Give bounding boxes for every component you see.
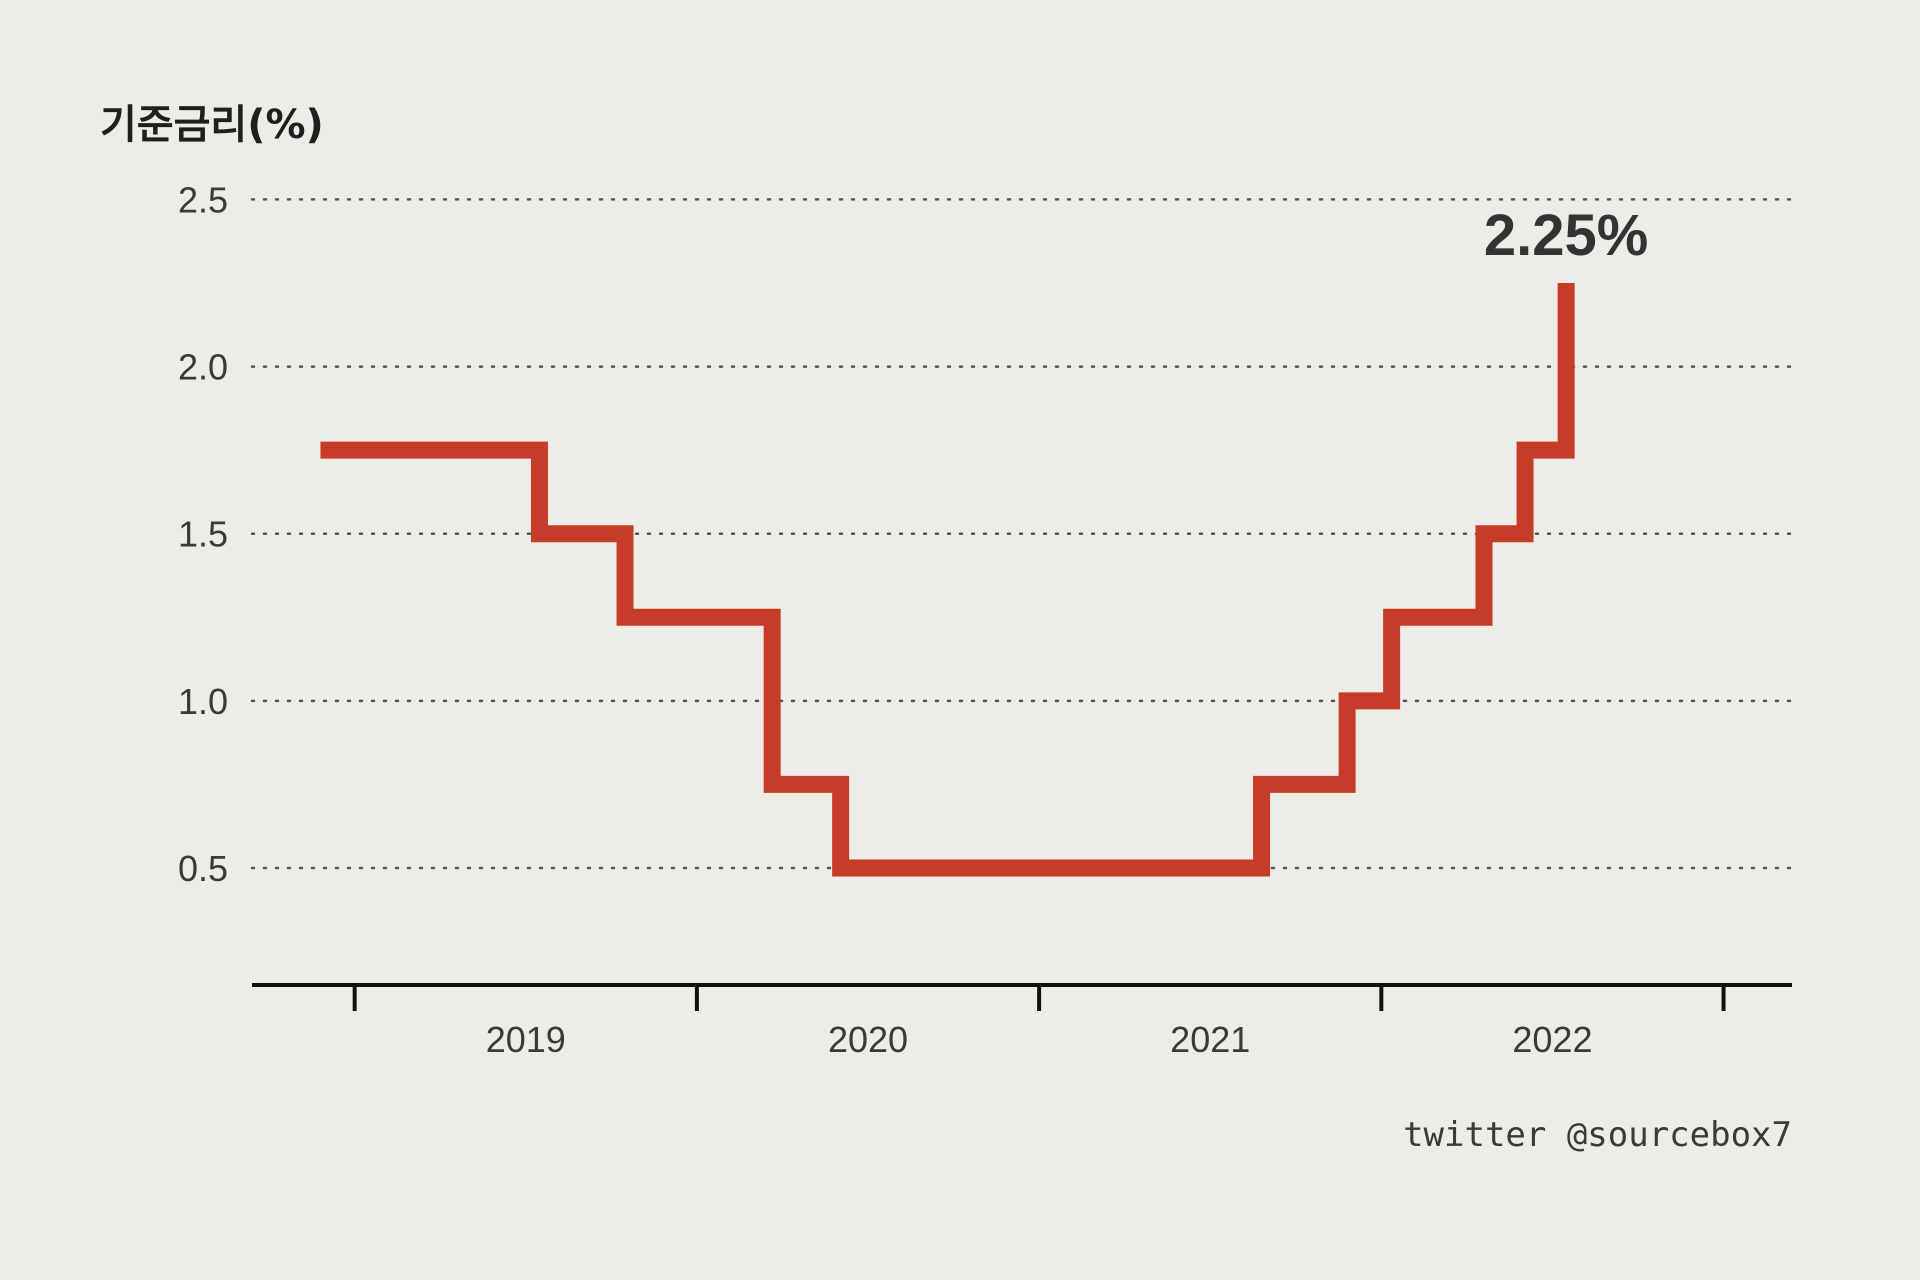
x-axis: 2019 2020 2021 2022 xyxy=(252,983,1792,1060)
x-tick-label: 2022 xyxy=(1512,1019,1592,1060)
credit-text: twitter @sourcebox7 xyxy=(1403,1115,1792,1155)
y-axis-title: 기준금리(%) xyxy=(100,102,324,148)
y-tick-label: 0.5 xyxy=(178,848,228,889)
y-tick-label: 2.5 xyxy=(178,179,228,220)
series-group xyxy=(320,283,1575,877)
y-tick-label: 2.0 xyxy=(178,347,228,388)
x-tick-label: 2020 xyxy=(828,1019,908,1060)
x-tick-label: 2019 xyxy=(486,1019,566,1060)
y-tick-label: 1.5 xyxy=(178,514,228,555)
y-tick-label: 1.0 xyxy=(178,681,228,722)
annotations: 2.25% xyxy=(1484,203,1648,268)
x-tick-label: 2021 xyxy=(1170,1019,1250,1060)
y-tick-labels: 0.5 1.0 1.5 2.0 2.5 xyxy=(178,179,228,889)
final-value-annotation: 2.25% xyxy=(1484,203,1648,268)
rate-step-line xyxy=(320,283,1575,877)
